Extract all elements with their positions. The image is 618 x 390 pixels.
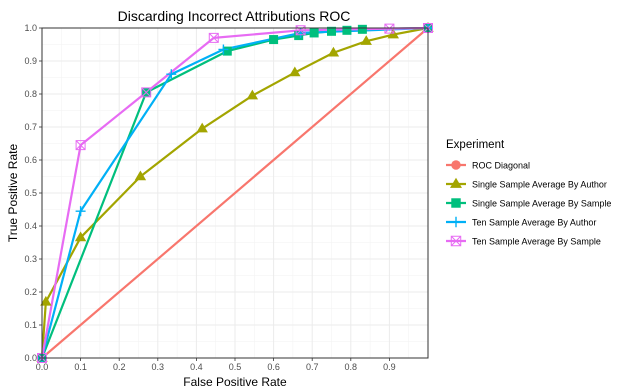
legend-item-3: Ten Sample Average By Author: [446, 216, 596, 228]
x-tick-label: 0.4: [190, 362, 203, 372]
legend: Experiment ROC Diagonal Single Sample Ave…: [446, 139, 611, 247]
x-tick-label: 0.7: [306, 362, 319, 372]
legend-item-1: Single Sample Average By Author: [446, 177, 607, 190]
data-point-4: [75, 140, 86, 151]
data-point-2: [327, 26, 336, 36]
y-tick-label: 0.8: [24, 89, 37, 99]
legend-label: Ten Sample Average By Author: [472, 218, 596, 228]
data-point-4: [295, 25, 306, 36]
y-tick-label: 0.1: [24, 320, 37, 330]
legend-key-marker: [450, 177, 462, 188]
y-tick-label: 0.3: [24, 254, 37, 264]
data-point-1: [196, 122, 208, 133]
data-point-2: [342, 25, 352, 35]
y-tick-label: 0.4: [24, 221, 37, 231]
x-tick-label: 0.2: [113, 362, 126, 372]
data-point-3: [75, 206, 86, 217]
data-point-2: [269, 35, 279, 45]
y-tick-label: 0.5: [24, 188, 37, 198]
data-point-1: [327, 46, 340, 57]
series-markers: [36, 22, 434, 363]
y-tick-label: 0.9: [24, 56, 37, 66]
x-tick-label: 0.3: [152, 362, 165, 372]
data-point-2: [357, 24, 367, 34]
x-axis-title: False Positive Rate: [183, 375, 287, 389]
series-line-0: [41, 27, 429, 359]
x-tick-label: 0.5: [229, 362, 242, 372]
legend-title: Experiment: [446, 139, 505, 151]
data-point-1: [360, 35, 372, 45]
data-point-1: [74, 231, 87, 242]
legend-key-marker: [450, 216, 462, 228]
y-axis-title: True Positive Rate: [6, 144, 20, 243]
data-point-2: [309, 28, 319, 38]
data-point-2: [294, 31, 304, 41]
data-point-4: [208, 32, 219, 43]
legend-key-marker: [451, 198, 461, 208]
legend-key-marker: [450, 235, 462, 247]
data-point-1: [246, 89, 259, 100]
y-tick-label: 1.0: [24, 23, 37, 33]
x-tick-label: 0.6: [267, 362, 280, 372]
y-tick-label: 0.7: [24, 122, 37, 132]
legend-item-4: Ten Sample Average By Sample: [446, 235, 601, 247]
legend-items: ROC Diagonal Single Sample Average By Aut…: [446, 160, 611, 247]
chart-title: Discarding Incorrect Attributions ROC: [118, 8, 351, 24]
x-axis-ticks: 0.0 0.1 0.2 0.3 0.4 0.5 0.6 0.7 0.8 0.9: [36, 358, 396, 372]
y-tick-label: 0.6: [24, 155, 37, 165]
legend-label: Single Sample Average By Sample: [472, 199, 611, 209]
legend-label: Ten Sample Average By Sample: [472, 237, 601, 247]
legend-item-0: ROC Diagonal: [446, 160, 530, 171]
data-point-3: [166, 69, 177, 80]
y-tick-label: 0.0: [24, 353, 37, 363]
legend-label: Single Sample Average By Author: [472, 180, 607, 190]
legend-label: ROC Diagonal: [472, 161, 530, 171]
data-point-1: [289, 66, 301, 77]
data-point-3: [218, 44, 229, 55]
data-point-2: [222, 46, 232, 56]
data-point-4: [384, 23, 395, 34]
x-tick-label: 0.8: [345, 362, 358, 372]
data-point-1: [134, 170, 147, 181]
x-tick-label: 0.1: [74, 362, 87, 372]
legend-item-2: Single Sample Average By Sample: [446, 198, 611, 209]
x-tick-label: 0.0: [36, 362, 49, 372]
data-point-1: [40, 295, 52, 306]
legend-key-marker: [451, 160, 461, 170]
y-axis-ticks: 0.0 0.1 0.2 0.3 0.4 0.5 0.6 0.7 0.8 0.9 1.0: [24, 23, 42, 363]
data-point-4: [141, 87, 152, 98]
series-line-3: [40, 26, 429, 359]
y-tick-label: 0.2: [24, 287, 37, 297]
x-tick-label: 0.9: [383, 362, 396, 372]
